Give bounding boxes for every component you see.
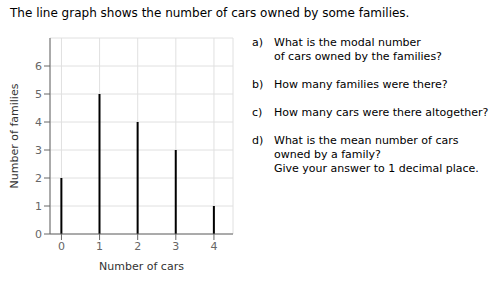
html-text:The line graph shows the numbe: The line graph shows the number of cars …	[10, 6, 410, 20]
svg-text:6: 6	[35, 60, 42, 73]
svg-text:5: 5	[35, 88, 42, 101]
html-text:How many cars were there altog: How many cars were there altogether?	[274, 106, 489, 119]
svg-text:Number of cars: Number of cars	[99, 260, 184, 273]
svg-text:0: 0	[58, 240, 65, 253]
svg-text:3: 3	[35, 144, 42, 157]
html-text:How many families were there?: How many families were there?	[274, 78, 448, 91]
html-text:c): c)	[252, 106, 263, 119]
svg-text:2: 2	[35, 172, 42, 185]
svg-text:1: 1	[96, 240, 103, 253]
html-text:What is the modal number of ca: What is the modal number of cars owned b…	[274, 36, 442, 63]
svg-text:2: 2	[134, 240, 141, 253]
html-text:d): d)	[252, 134, 264, 147]
svg-text:0: 0	[35, 228, 42, 241]
html-text:b): b)	[252, 78, 264, 91]
svg-text:4: 4	[35, 116, 42, 129]
svg-text:Number of families: Number of families	[8, 83, 21, 188]
svg-text:4: 4	[210, 240, 217, 253]
svg-text:1: 1	[35, 200, 42, 213]
html-text:a): a)	[252, 36, 263, 49]
svg-text:3: 3	[172, 240, 179, 253]
html-text:What is the mean number of car: What is the mean number of cars owned by…	[274, 134, 479, 175]
